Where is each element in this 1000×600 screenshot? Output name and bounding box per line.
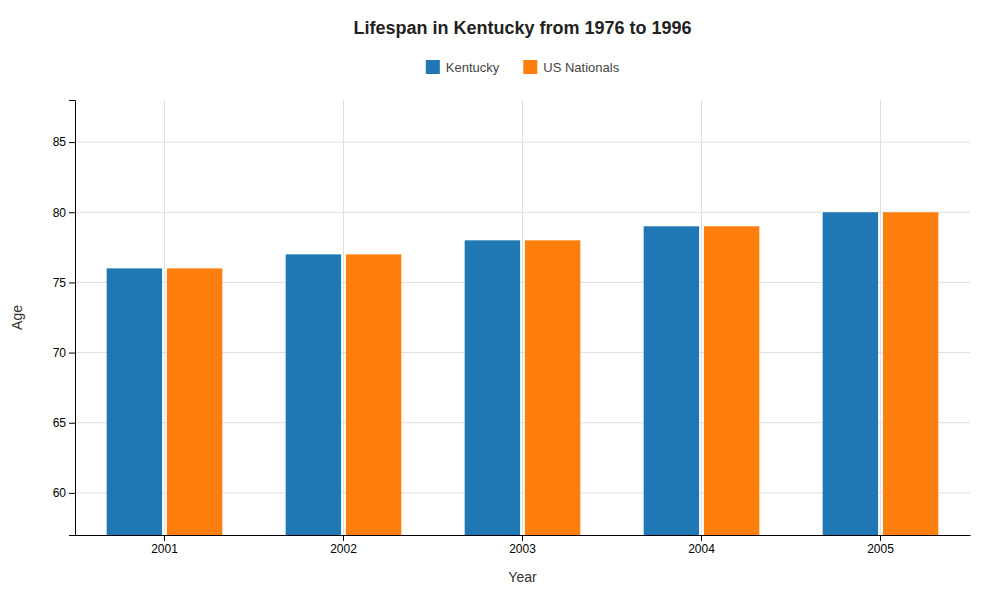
- y-tick-mark: [69, 142, 75, 143]
- legend-swatch: [523, 60, 537, 74]
- y-tick-label: 75: [53, 276, 67, 290]
- legend: Kentucky US Nationals: [426, 60, 620, 75]
- bar: [167, 268, 222, 535]
- x-axis-title: Year: [508, 569, 537, 585]
- y-tick-mark: [69, 493, 75, 494]
- bar: [823, 212, 878, 535]
- bar: [644, 226, 699, 535]
- y-tick: 85: [53, 135, 75, 149]
- legend-swatch: [426, 60, 440, 74]
- x-tick-mark: [701, 535, 702, 541]
- y-tick-label: 65: [53, 416, 67, 430]
- y-tick: 70: [53, 346, 75, 360]
- x-tick: 2005: [867, 535, 894, 556]
- bar-series: [107, 212, 878, 535]
- y-tick-label: 85: [53, 135, 67, 149]
- y-tick: 60: [53, 486, 75, 500]
- x-tick: 2004: [688, 535, 715, 556]
- y-tick-label: 70: [53, 346, 67, 360]
- x-tick-mark: [164, 535, 165, 541]
- x-tick-label: 2004: [688, 542, 715, 556]
- y-tick-mark: [69, 282, 75, 283]
- x-grid-line: [343, 100, 344, 535]
- bar: [883, 212, 938, 535]
- bars: [107, 212, 939, 535]
- plot: 2001 2002 2003 2004 2005 60 65 70 75 80 85: [53, 100, 971, 600]
- legend-item: Kentucky: [426, 60, 500, 75]
- y-tick: 65: [53, 416, 75, 430]
- x-axis: 2001 2002 2003 2004 2005: [76, 535, 971, 556]
- chart: 2001 2002 2003 2004 2005 60 65 70 75 80 85 Year Age L…: [0, 0, 1000, 600]
- y-tick-label: 60: [53, 486, 67, 500]
- y-tick-label: 80: [53, 206, 67, 220]
- x-tick-mark: [522, 535, 523, 541]
- x-grid-line: [522, 100, 523, 535]
- y-tick-mark: [69, 353, 75, 354]
- x-grid-line: [701, 100, 702, 535]
- x-tick-label: 2005: [867, 542, 894, 556]
- x-tick: 2002: [330, 535, 357, 556]
- bar-series: [167, 212, 938, 535]
- y-axis-line: [69, 101, 76, 536]
- x-grid-line: [164, 100, 165, 535]
- x-tick-mark: [880, 535, 881, 541]
- bar: [704, 226, 759, 535]
- x-tick: 2001: [151, 535, 178, 556]
- bar: [465, 240, 520, 535]
- x-tick-label: 2002: [330, 542, 357, 556]
- y-axis-title: Age: [9, 305, 25, 330]
- bar: [346, 254, 401, 535]
- y-tick: 75: [53, 276, 75, 290]
- y-tick-mark: [69, 212, 75, 213]
- y-axis: 60 65 70 75 80 85: [53, 101, 76, 536]
- bar: [525, 240, 580, 535]
- legend-label: Kentucky: [446, 60, 500, 75]
- y-tick: 80: [53, 206, 75, 220]
- x-grid-line: [880, 100, 881, 535]
- y-tick-mark: [69, 423, 75, 424]
- bar: [286, 254, 341, 535]
- legend-item: US Nationals: [523, 60, 619, 75]
- bar: [107, 268, 162, 535]
- x-tick-label: 2001: [151, 542, 178, 556]
- x-tick-label: 2003: [509, 542, 536, 556]
- x-tick: 2003: [509, 535, 536, 556]
- x-tick-mark: [343, 535, 344, 541]
- title: Lifespan in Kentucky from 1976 to 1996: [353, 18, 691, 38]
- legend-label: US Nationals: [543, 60, 619, 75]
